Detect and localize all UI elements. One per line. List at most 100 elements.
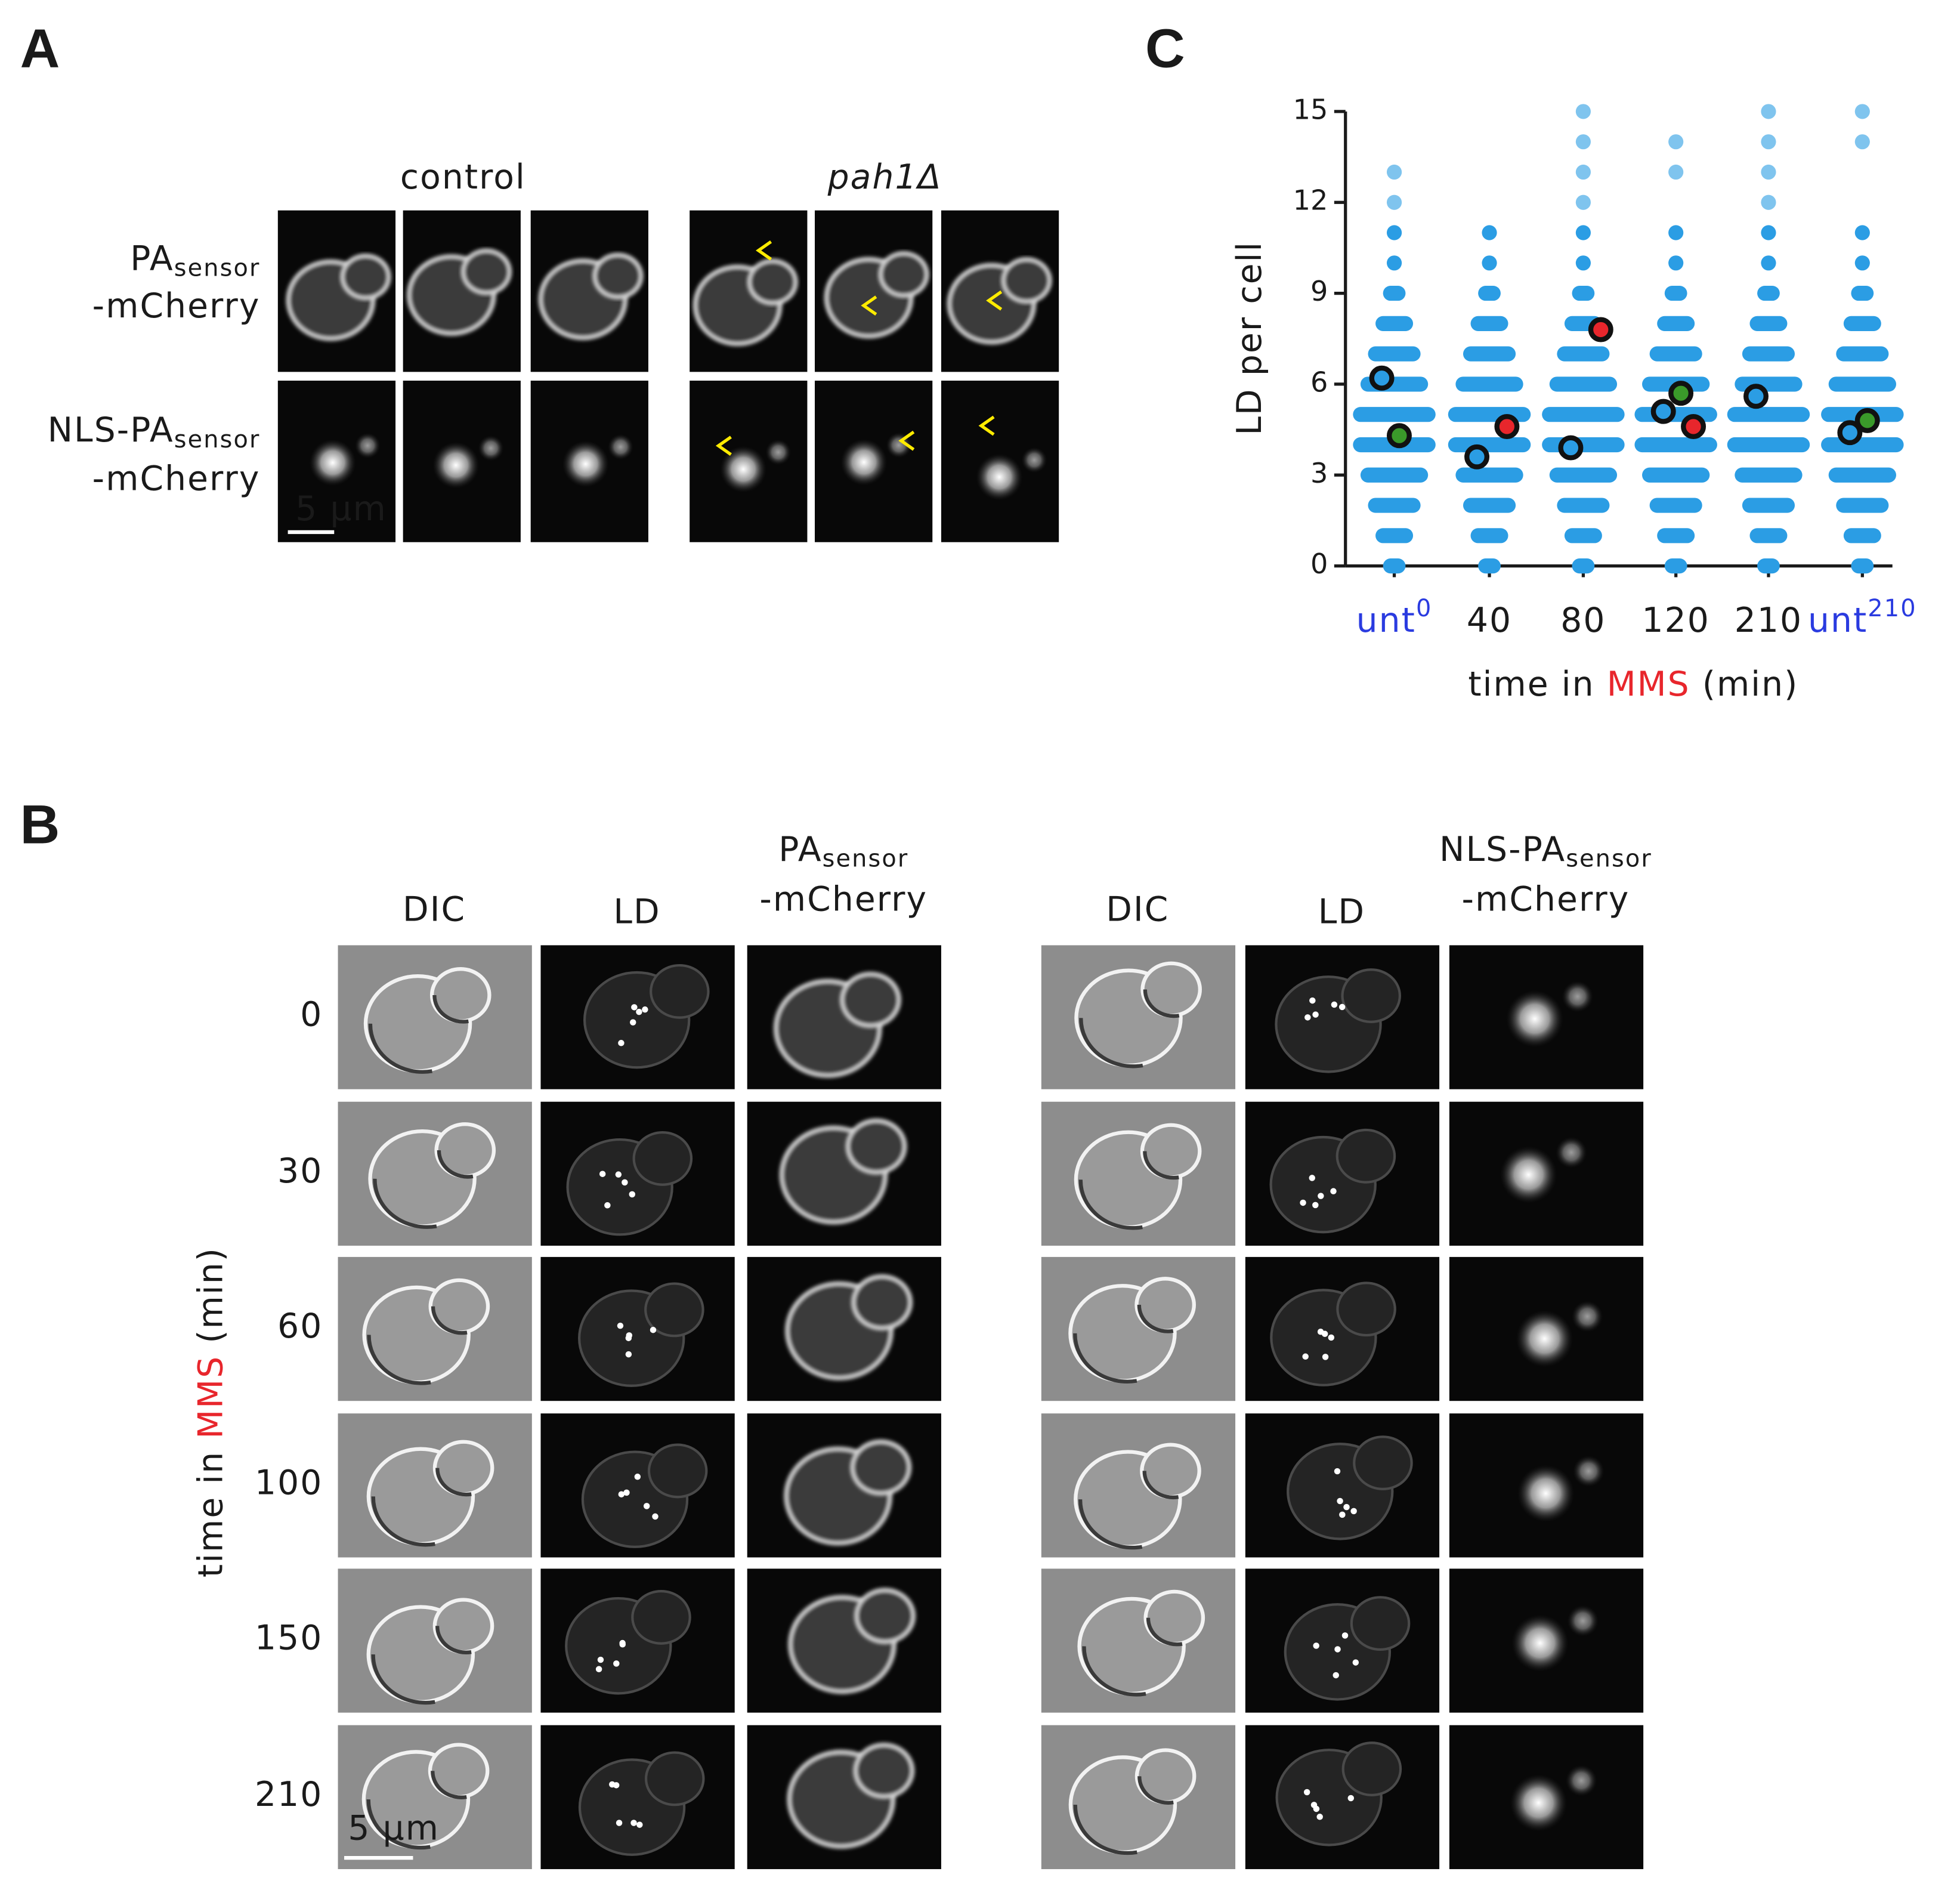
lipid-droplet [604, 1202, 611, 1209]
micrograph [540, 1256, 735, 1401]
time-label: 0 [300, 995, 323, 1034]
nucleus [309, 439, 356, 486]
micrograph [540, 1568, 735, 1713]
category: unt [1356, 601, 1416, 640]
replicate-mean [1650, 399, 1676, 424]
lipid-droplet [1322, 1354, 1329, 1360]
lipid-droplet [1303, 1789, 1310, 1796]
replicate-mean [1588, 317, 1613, 342]
lipid-droplet [1343, 1503, 1350, 1511]
cell-shadow [1078, 1499, 1143, 1550]
x-axis-label-part: time in [1468, 665, 1606, 704]
y-axis-label: time in MMS (min) [191, 1247, 230, 1577]
micrograph [403, 381, 521, 542]
cell-shadow [368, 1023, 432, 1074]
lipid-droplet [1337, 1497, 1343, 1505]
micrograph [338, 1101, 532, 1246]
column-header: DIC [1106, 890, 1169, 929]
cell-outline [1341, 968, 1401, 1023]
lipid-droplet [652, 1513, 659, 1520]
micrograph [1245, 1413, 1440, 1558]
cell-membrane [840, 971, 901, 1028]
micrograph [1449, 945, 1644, 1089]
lipid-droplet [1316, 1814, 1323, 1820]
nucleus [1562, 981, 1594, 1012]
micrograph [747, 1568, 941, 1713]
lipid-droplet [595, 1666, 602, 1673]
cell-shadow [367, 1335, 431, 1385]
cell-outline [1336, 1281, 1396, 1337]
x-tick-label: 40 [1467, 601, 1512, 640]
lipid-droplet [616, 1820, 623, 1826]
column-group: pah1Δ [827, 158, 942, 197]
lipid-droplet [629, 1019, 636, 1026]
micrograph [1449, 1256, 1644, 1401]
cell-shadow [1142, 1471, 1179, 1499]
cell-shadow [371, 1654, 435, 1705]
micrograph [540, 1413, 735, 1558]
lipid-droplet [1339, 1511, 1346, 1518]
row-label: NLS-PAsensor [48, 410, 261, 453]
cell-membrane [592, 252, 644, 299]
time-label: 210 [255, 1775, 323, 1814]
micrograph [403, 210, 521, 372]
nucleus [1506, 990, 1563, 1048]
micrograph [690, 381, 808, 542]
lipid-droplet [642, 1006, 648, 1013]
lipid-droplet [623, 1489, 630, 1496]
cell-shadow [1073, 1333, 1137, 1384]
y-tick-label: 6 [1310, 366, 1328, 398]
nucleus [720, 446, 767, 493]
arrowhead [986, 290, 1003, 311]
nucleus [765, 439, 792, 465]
lipid-droplet [1352, 1659, 1359, 1666]
lipid-droplet [617, 1322, 624, 1329]
category: 210 [1735, 601, 1803, 640]
replicate-mean [1837, 420, 1863, 446]
row-label-suffix: -mCherry [1462, 880, 1630, 919]
micrograph [747, 945, 941, 1089]
label-main: PA [778, 830, 822, 869]
nucleus [1567, 1605, 1599, 1637]
x-axis-label-part: MMS [1607, 665, 1690, 704]
row-label-suffix: -mCherry [92, 286, 261, 326]
x-tick-label: 210 [1735, 601, 1803, 640]
cell-membrane [845, 1118, 907, 1175]
micrograph [1041, 1568, 1236, 1713]
micrograph [815, 381, 933, 542]
time-label: 60 [277, 1307, 323, 1346]
lipid-droplet [597, 1656, 604, 1663]
micrograph [815, 210, 933, 372]
label-main: PA [130, 239, 174, 278]
cell-shadow [366, 1799, 431, 1850]
replicate-mean [1494, 414, 1520, 440]
cell-membrane [460, 248, 512, 295]
cell-shadow [1137, 1776, 1174, 1805]
replicate-mean [1558, 435, 1584, 461]
cell-shadow [1143, 989, 1180, 1018]
cell-shadow [1137, 1305, 1174, 1333]
y-axis-label-part: time in [191, 1439, 230, 1577]
micrograph [1449, 1101, 1644, 1246]
label-main: NLS-PA [1439, 830, 1566, 869]
time-label: 30 [277, 1151, 323, 1191]
micrograph [338, 1256, 532, 1401]
x-tick-label: 120 [1641, 601, 1709, 640]
y-axis-label-part: (min) [191, 1247, 230, 1355]
column-header: LD [613, 893, 660, 932]
y-axis-label: LD per cell [1230, 241, 1269, 436]
nucleus [1500, 1146, 1557, 1203]
category: 80 [1560, 601, 1606, 640]
lipid-droplet [1338, 1003, 1346, 1011]
label-subscript: sensor [823, 845, 909, 872]
micrograph [1245, 1256, 1440, 1401]
micrograph [1449, 1568, 1644, 1713]
lipid-droplet [1313, 1805, 1320, 1812]
lipid-droplet [625, 1351, 632, 1358]
cell-shadow [437, 1150, 474, 1179]
nucleus [562, 440, 609, 487]
nucleus [1021, 447, 1047, 473]
micrograph [540, 1725, 735, 1869]
cell-membrane [747, 258, 798, 305]
micrograph [1449, 1725, 1644, 1869]
